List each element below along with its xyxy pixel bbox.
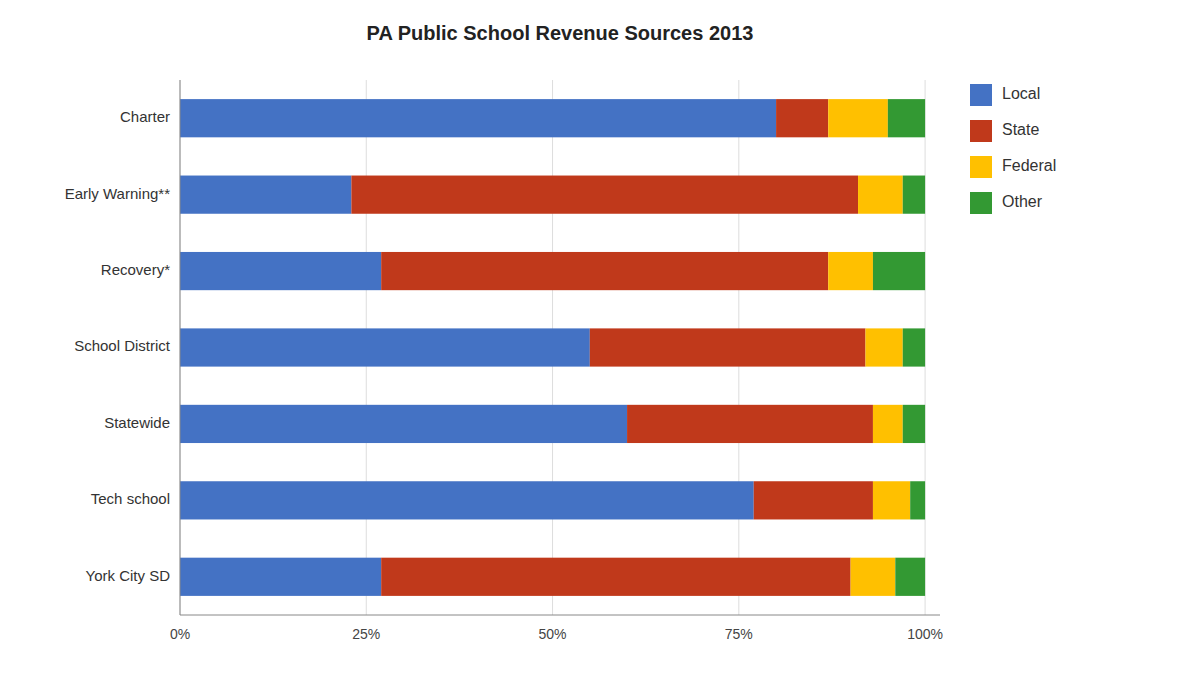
- bar: [351, 176, 858, 214]
- bar: [828, 99, 888, 137]
- bar: [903, 176, 925, 214]
- y-axis-line: [180, 80, 181, 615]
- legend-label: Other: [1002, 193, 1043, 210]
- legend: Local State Federal Other: [970, 84, 1056, 214]
- bar: [180, 328, 590, 366]
- category-label: Early Warning**: [65, 185, 170, 202]
- category-label: Tech school: [91, 490, 170, 507]
- category-label: York City SD: [86, 567, 171, 584]
- bar: [180, 558, 381, 596]
- bar: [873, 405, 903, 443]
- bar: [851, 558, 896, 596]
- legend-swatch: [970, 84, 992, 106]
- bar: [888, 99, 925, 137]
- x-tick-label: 50%: [539, 626, 567, 642]
- legend-swatch: [970, 192, 992, 214]
- bar: [590, 328, 866, 366]
- legend-swatch: [970, 156, 992, 178]
- bar: [873, 252, 925, 290]
- bar: [627, 405, 873, 443]
- x-tick-label: 100%: [907, 626, 943, 642]
- bars: [180, 99, 925, 596]
- bar: [858, 176, 903, 214]
- bar: [381, 252, 828, 290]
- category-label: Recovery*: [101, 261, 170, 278]
- grid-line: [180, 80, 181, 615]
- bar: [873, 481, 910, 519]
- chart: PA Public School Revenue Sources 2013 0% 2…: [0, 0, 1200, 675]
- bar: [180, 176, 351, 214]
- bar: [903, 405, 925, 443]
- title: PA Public School Revenue Sources 2013: [367, 22, 754, 44]
- x-tick-label: 0%: [170, 626, 190, 642]
- bar: [895, 558, 925, 596]
- bar: [180, 405, 627, 443]
- bar: [180, 99, 776, 137]
- x-tick-label: 75%: [725, 626, 753, 642]
- x-axis-line: [180, 615, 940, 616]
- bar: [180, 481, 754, 519]
- bar: [910, 481, 925, 519]
- category-label: Charter: [120, 108, 170, 125]
- bar: [180, 252, 381, 290]
- legend-label: State: [1002, 121, 1039, 138]
- bar: [381, 558, 850, 596]
- bar: [776, 99, 828, 137]
- x-tick-label: 25%: [352, 626, 380, 642]
- legend-swatch: [970, 120, 992, 142]
- legend-label: Federal: [1002, 157, 1056, 174]
- category-label: School District: [74, 337, 171, 354]
- bar: [754, 481, 873, 519]
- grid: [180, 80, 925, 615]
- bar: [865, 328, 902, 366]
- bar: [828, 252, 873, 290]
- legend-label: Local: [1002, 85, 1040, 102]
- category-label: Statewide: [104, 414, 170, 431]
- bar: [903, 328, 925, 366]
